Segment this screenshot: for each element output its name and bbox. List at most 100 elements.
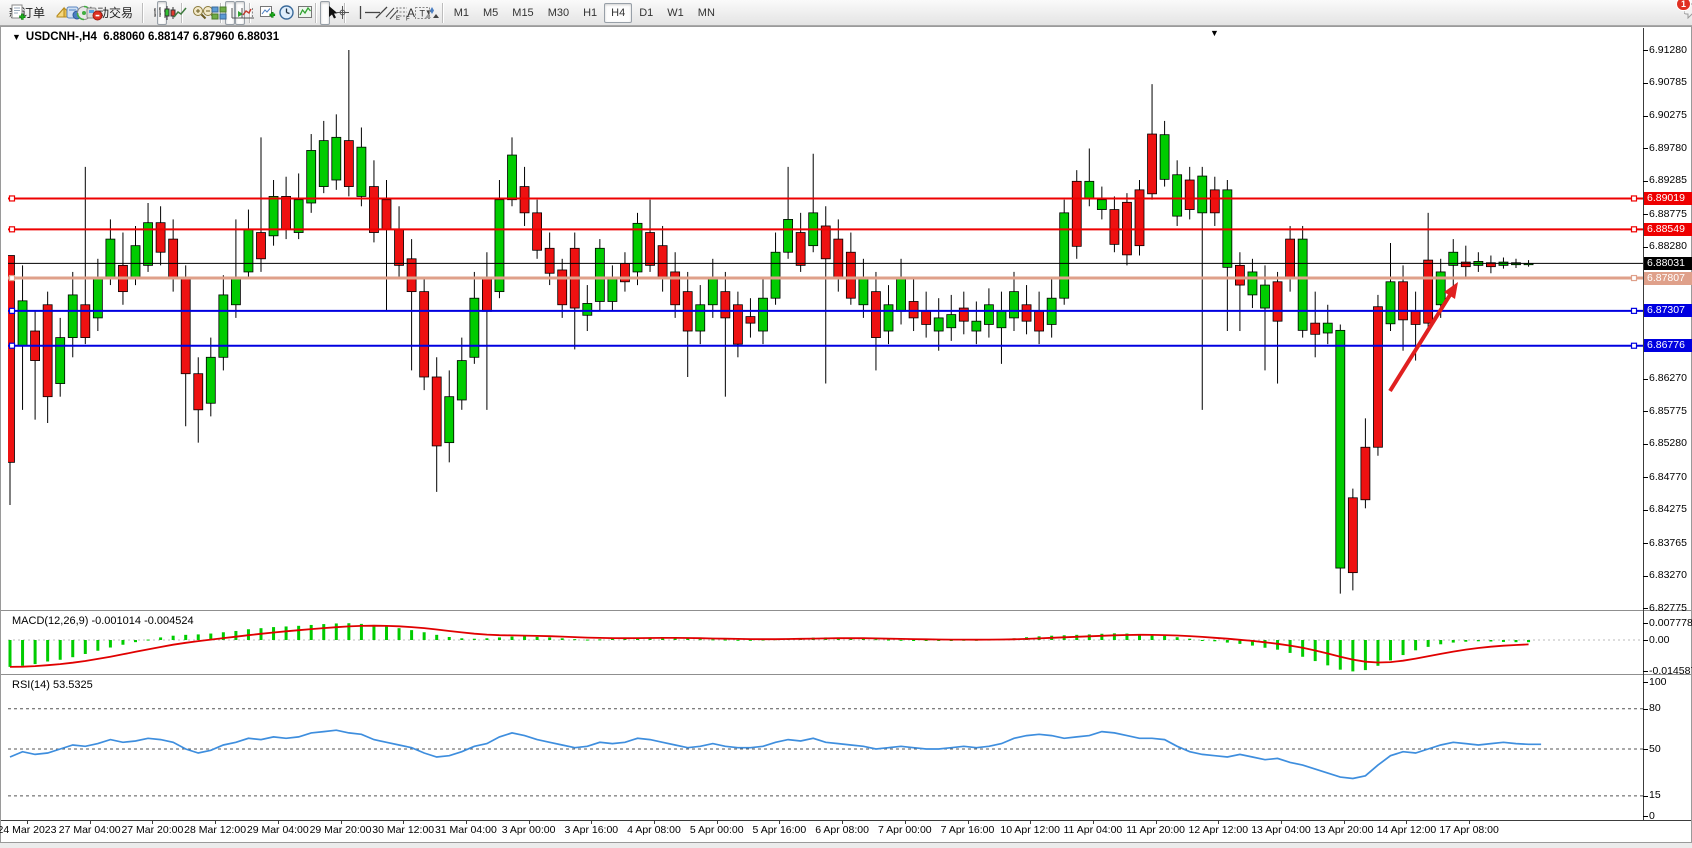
line-handle[interactable] — [1630, 226, 1638, 233]
rsi-scale-label: 15 — [1649, 789, 1661, 802]
timeframe-button-H4[interactable]: H4 — [604, 2, 633, 23]
axis-tick — [1643, 682, 1648, 683]
panel-splitter[interactable] — [1, 610, 1691, 611]
candle-body — [1448, 251, 1459, 266]
macd-histogram-bar — [410, 630, 414, 640]
main-price-chart[interactable] — [8, 28, 1643, 610]
candle-body — [67, 294, 78, 338]
zoom-in-button[interactable] — [186, 1, 207, 25]
timeframe-button-D1[interactable]: D1 — [639, 6, 654, 19]
price-axis-label: 6.82775 — [1649, 601, 1687, 614]
time-axis-tick — [27, 820, 28, 824]
timeframe-button-H1[interactable]: H1 — [583, 6, 598, 19]
fibonacci-icon: F — [395, 7, 410, 21]
new-order-button[interactable]: 新订单 — [4, 1, 50, 25]
candle-body — [1347, 497, 1358, 574]
time-axis-tick — [1406, 820, 1408, 824]
trendline-icon — [375, 6, 388, 19]
text-tool-button[interactable]: A — [399, 1, 415, 25]
timeframe-button-M15[interactable]: M15 — [512, 6, 534, 19]
horizontal-line-tool-button[interactable] — [359, 1, 380, 25]
axis-tick — [1643, 575, 1648, 577]
timeframe-button-MN[interactable]: MN — [697, 6, 715, 19]
chart-collapse-icon[interactable]: ▼ — [12, 32, 21, 42]
candle-body — [1096, 199, 1107, 210]
fibonacci-tool-button[interactable]: F — [389, 1, 410, 25]
time-axis-tick — [1281, 820, 1282, 824]
line-handle[interactable] — [1630, 307, 1638, 314]
price-axis-label: 6.85775 — [1649, 404, 1687, 417]
time-axis-tick — [465, 820, 467, 824]
macd-histogram-bar — [108, 640, 112, 648]
trend-arrow-line[interactable] — [1388, 293, 1452, 393]
macd-histogram-bar — [221, 632, 225, 640]
chart-profile-button[interactable] — [50, 1, 71, 25]
timeframe-button-W1[interactable]: W1 — [667, 6, 684, 19]
timeframe-bar: M1 M5 M15 M30 H1 H4 D1 W1 MN — [447, 2, 722, 23]
time-axis-label: 24 Mar 2023 — [0, 824, 57, 836]
trendline-tool-button[interactable] — [369, 1, 388, 25]
new-chart-button[interactable]: ▼ — [254, 1, 276, 25]
crosshair-icon — [335, 6, 349, 19]
candle-body — [168, 238, 179, 279]
macd-header: MACD(12,26,9) -0.001014 -0.004524 — [12, 615, 194, 627]
axis-tick — [1643, 411, 1648, 413]
macd-histogram-bar — [209, 633, 213, 640]
panel-splitter[interactable] — [1, 674, 1691, 675]
autotrading-button[interactable]: 自动交易 — [80, 1, 138, 25]
macd-histogram-bar — [1125, 633, 1129, 640]
macd-histogram-bar — [1464, 640, 1468, 642]
cursor-tool-button[interactable] — [319, 0, 338, 25]
macd-histogram-bar — [1175, 637, 1179, 640]
trend-arrow-head[interactable] — [1444, 282, 1458, 299]
line-handle[interactable] — [8, 274, 16, 282]
candle-body — [331, 136, 342, 181]
line-handle[interactable] — [8, 342, 16, 349]
time-axis-tick — [277, 820, 279, 824]
candle-body — [1373, 306, 1383, 448]
shapes-tool-button[interactable]: ▼ — [419, 1, 439, 25]
line-handle[interactable] — [8, 307, 16, 314]
line-handle[interactable] — [1630, 274, 1638, 282]
candle-body — [1310, 322, 1321, 335]
candle-body — [1385, 281, 1396, 325]
macd-histogram-bar — [548, 637, 552, 640]
line-handle[interactable] — [8, 226, 16, 233]
chart-top-marker-icon[interactable]: ▼ — [1210, 28, 1219, 38]
time-axis-tick — [1030, 820, 1032, 824]
macd-histogram-bar — [1501, 640, 1505, 642]
timeframe-button-M1[interactable]: M1 — [453, 6, 469, 19]
text-label-tool-button[interactable]: T — [409, 1, 430, 25]
macd-panel[interactable] — [8, 612, 1643, 673]
vertical-line-tool-button[interactable] — [349, 1, 361, 25]
price-line-badge: 6.87307 — [1644, 304, 1692, 318]
timeframes-menu-button[interactable]: ▼ — [273, 1, 294, 25]
time-axis-tick — [152, 820, 154, 824]
chart-shift-button[interactable] — [235, 0, 255, 25]
time-axis-tick — [1092, 820, 1094, 824]
line-chart-mode-button[interactable] — [167, 1, 187, 25]
timeframe-button-M5[interactable]: M5 — [483, 6, 499, 19]
bar-chart-mode-button[interactable] — [147, 1, 167, 25]
rsi-panel[interactable] — [8, 676, 1643, 820]
axis-tick — [1643, 115, 1648, 117]
chart-ohlc-values: 6.88060 6.88147 6.87960 6.88031 — [103, 31, 280, 43]
panel-splitter-highlight — [1, 611, 1691, 612]
candle-body — [17, 300, 28, 347]
candle-body — [1486, 262, 1496, 268]
macd-histogram-bar — [1527, 640, 1531, 643]
tile-windows-button[interactable] — [206, 1, 227, 25]
indicators-menu-button[interactable]: ▼ — [292, 1, 312, 25]
candlestick-mode-button[interactable] — [157, 0, 176, 25]
timeframe-button-M30[interactable]: M30 — [547, 6, 570, 19]
line-handle[interactable] — [1630, 342, 1638, 349]
macd-histogram-bar — [397, 628, 401, 640]
macd-histogram-bar — [1351, 640, 1355, 672]
crosshair-tool-button[interactable] — [330, 1, 349, 25]
candle-body — [733, 304, 743, 345]
line-handle[interactable] — [1630, 195, 1638, 202]
macd-histogram-bar — [1250, 640, 1254, 646]
line-handle[interactable] — [8, 195, 16, 202]
macd-histogram-bar — [284, 626, 288, 640]
candle-body — [1235, 264, 1245, 286]
